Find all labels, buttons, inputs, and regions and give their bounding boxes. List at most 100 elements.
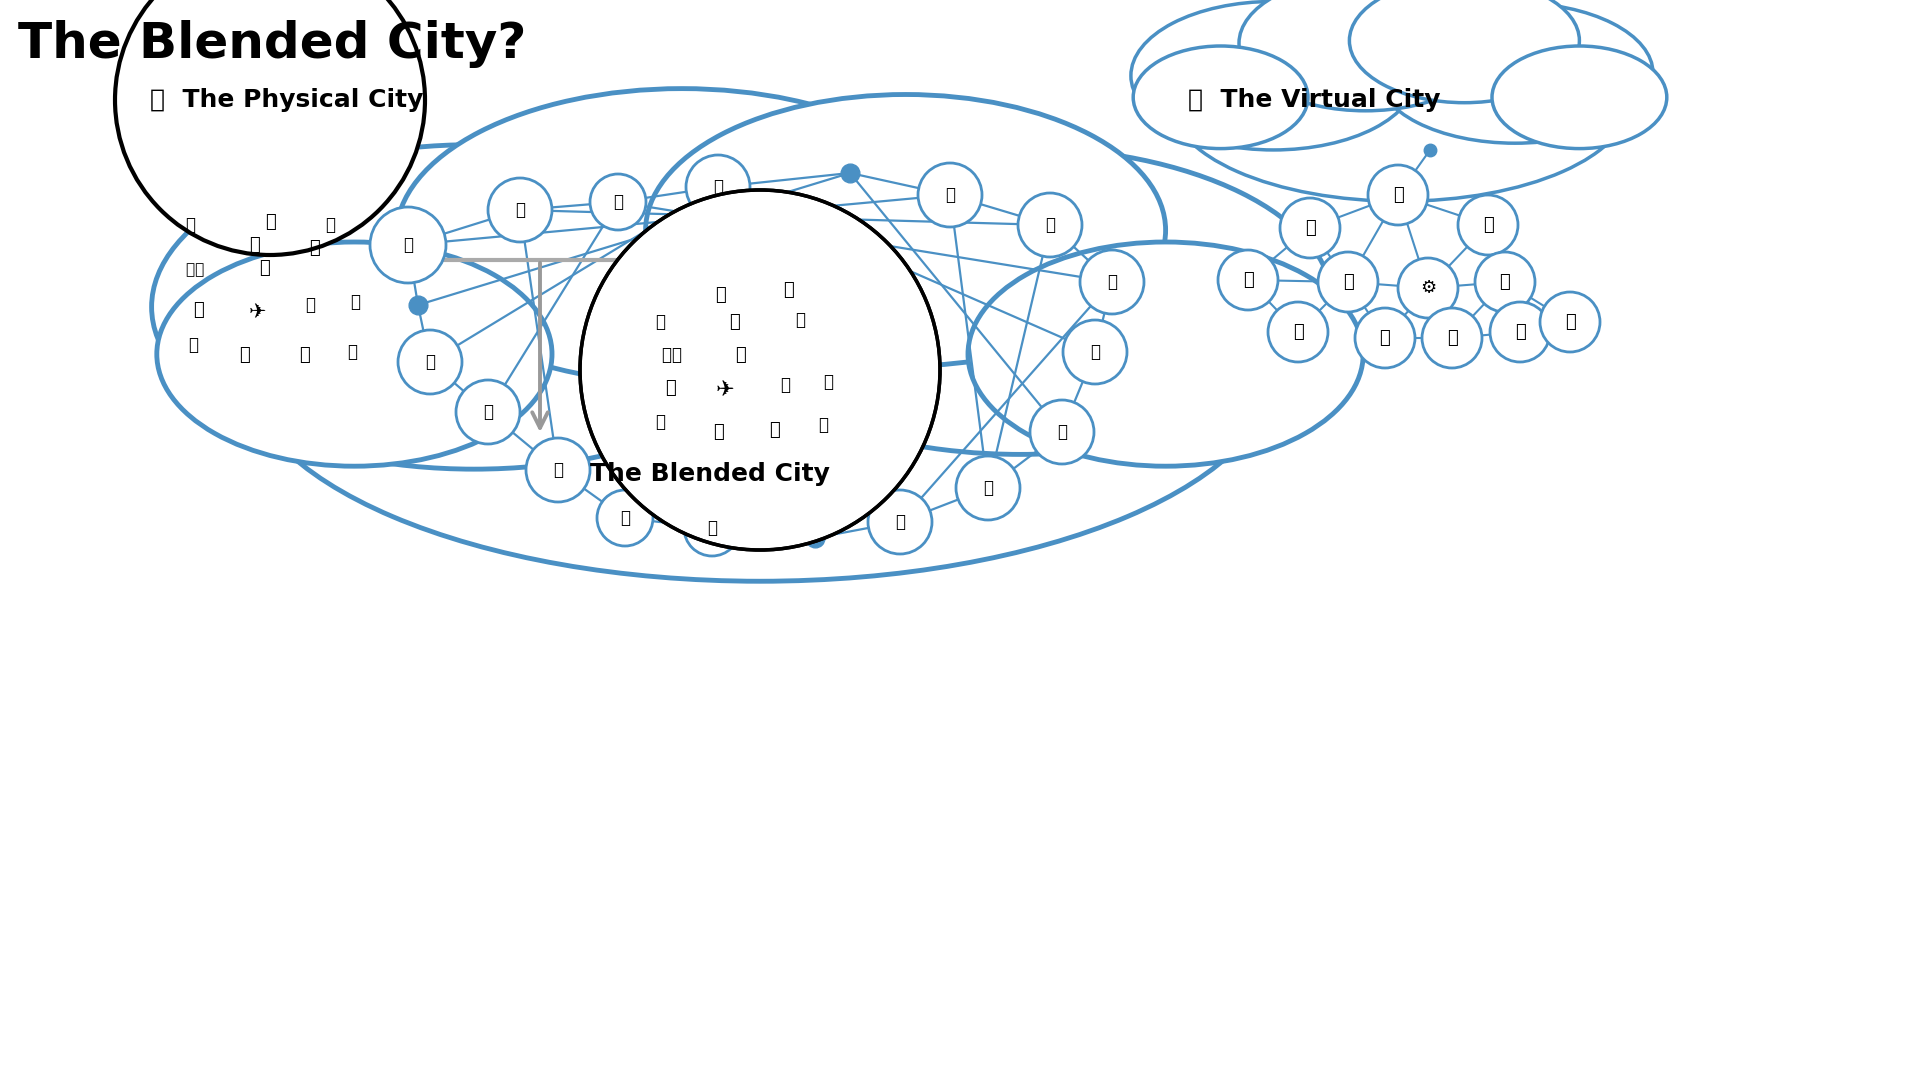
Ellipse shape xyxy=(645,94,1165,366)
Text: 📊: 📊 xyxy=(184,216,196,234)
Text: ⚙: ⚙ xyxy=(1421,279,1436,297)
Circle shape xyxy=(488,178,553,242)
Circle shape xyxy=(918,163,981,227)
Text: 👨‍🏫: 👨‍🏫 xyxy=(662,346,682,364)
Text: 👨‍🏫: 👨‍🏫 xyxy=(186,262,204,278)
Ellipse shape xyxy=(240,138,1281,581)
Ellipse shape xyxy=(1133,46,1308,149)
Text: 💬: 💬 xyxy=(1446,329,1457,347)
Text: 💻: 💻 xyxy=(945,186,954,204)
Text: 📊: 📊 xyxy=(655,313,664,330)
Text: 🏙: 🏙 xyxy=(1058,423,1068,441)
Text: 🏛: 🏛 xyxy=(259,259,271,276)
Text: 🏭: 🏭 xyxy=(188,336,198,354)
Text: 🧠: 🧠 xyxy=(1292,323,1304,341)
Text: 🎬: 🎬 xyxy=(1044,216,1054,234)
Circle shape xyxy=(526,438,589,502)
Circle shape xyxy=(1079,249,1144,314)
Text: 📶  The Virtual City: 📶 The Virtual City xyxy=(1188,87,1440,112)
Text: 🏛: 🏛 xyxy=(515,201,524,219)
Ellipse shape xyxy=(1377,3,1653,144)
Text: 🚲: 🚲 xyxy=(348,343,357,361)
Circle shape xyxy=(597,490,653,546)
Ellipse shape xyxy=(1238,0,1492,111)
Text: 🏙: 🏙 xyxy=(309,239,321,257)
Text: 🛒: 🛒 xyxy=(1304,219,1315,237)
Circle shape xyxy=(1267,302,1329,362)
Ellipse shape xyxy=(396,89,968,383)
Text: ✈: ✈ xyxy=(716,380,733,400)
Text: 🧰: 🧰 xyxy=(1515,323,1524,341)
Ellipse shape xyxy=(1492,46,1667,149)
Ellipse shape xyxy=(152,145,797,469)
Circle shape xyxy=(397,330,463,394)
Circle shape xyxy=(1064,320,1127,384)
Text: 🧠: 🧠 xyxy=(712,178,724,195)
Circle shape xyxy=(580,190,941,550)
Text: 🍴: 🍴 xyxy=(300,346,311,364)
Circle shape xyxy=(1540,292,1599,352)
Ellipse shape xyxy=(1350,0,1580,103)
Text: 👥: 👥 xyxy=(1500,273,1511,291)
Circle shape xyxy=(1398,258,1457,318)
Ellipse shape xyxy=(968,242,1363,467)
Circle shape xyxy=(1475,252,1534,312)
Text: 📊: 📊 xyxy=(983,480,993,497)
Text: 👤: 👤 xyxy=(895,513,904,531)
Text: 💉: 💉 xyxy=(612,193,622,211)
Text: 🏙: 🏙 xyxy=(1482,216,1494,234)
Text: 📦: 📦 xyxy=(712,423,724,441)
Text: 🤝: 🤝 xyxy=(265,213,275,231)
Text: The Blended City: The Blended City xyxy=(589,462,829,486)
Circle shape xyxy=(1018,193,1083,257)
Text: 🏛: 🏛 xyxy=(735,346,745,364)
Text: 🏢  The Physical City: 🏢 The Physical City xyxy=(150,87,424,112)
Circle shape xyxy=(589,174,645,230)
Ellipse shape xyxy=(1169,0,1630,201)
Ellipse shape xyxy=(708,148,1332,455)
Text: 🛍: 🛍 xyxy=(250,237,261,254)
Text: 🔬: 🔬 xyxy=(620,509,630,527)
Circle shape xyxy=(684,500,739,556)
Text: 🏙: 🏙 xyxy=(783,281,793,299)
Text: 🚆: 🚆 xyxy=(403,237,413,254)
Text: 🚆: 🚆 xyxy=(349,293,361,311)
Circle shape xyxy=(1356,308,1415,368)
Circle shape xyxy=(1457,195,1519,255)
Text: 🚲: 🚲 xyxy=(818,416,828,434)
Circle shape xyxy=(1281,198,1340,258)
Text: 👤: 👤 xyxy=(1565,313,1576,330)
Text: 🏠: 🏠 xyxy=(780,376,789,394)
Text: 🚆: 🚆 xyxy=(824,373,833,391)
Circle shape xyxy=(685,156,751,219)
Text: 🎭: 🎭 xyxy=(795,311,804,329)
Text: ✈: ✈ xyxy=(250,302,267,322)
Text: 🤝: 🤝 xyxy=(730,313,741,330)
Text: The Blended City?: The Blended City? xyxy=(17,21,526,68)
Circle shape xyxy=(1367,165,1428,225)
Text: 🧬: 🧬 xyxy=(484,403,493,421)
Circle shape xyxy=(1029,400,1094,464)
Text: 🛍: 🛍 xyxy=(714,286,726,303)
Text: 📈: 📈 xyxy=(1342,273,1354,291)
Circle shape xyxy=(457,380,520,444)
Text: 🚶: 🚶 xyxy=(664,379,676,397)
Text: 📺: 📺 xyxy=(1108,273,1117,291)
Text: 💡: 💡 xyxy=(1091,343,1100,361)
Ellipse shape xyxy=(1131,1,1417,150)
Circle shape xyxy=(1490,302,1549,362)
Text: 🏛: 🏛 xyxy=(1242,271,1254,289)
Text: 🎭: 🎭 xyxy=(324,216,334,234)
Ellipse shape xyxy=(157,242,553,467)
Circle shape xyxy=(1423,308,1482,368)
Text: 🏭: 🏭 xyxy=(655,413,664,431)
Circle shape xyxy=(1317,252,1379,312)
Text: 🚶: 🚶 xyxy=(192,301,204,319)
Circle shape xyxy=(115,0,424,255)
Circle shape xyxy=(868,490,931,554)
Circle shape xyxy=(1217,249,1279,310)
Text: 🏠: 🏠 xyxy=(305,296,315,314)
Text: 📦: 📦 xyxy=(240,346,250,364)
Circle shape xyxy=(956,456,1020,519)
Text: 📚: 📚 xyxy=(1380,329,1390,347)
